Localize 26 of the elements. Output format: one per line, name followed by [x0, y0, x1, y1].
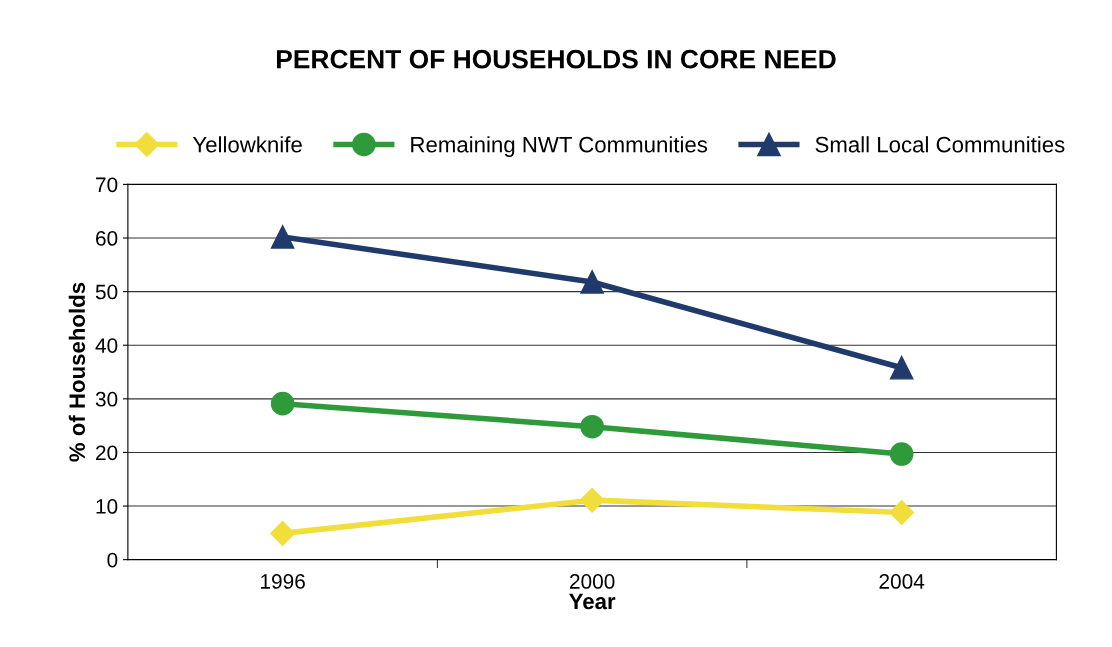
- point: [270, 520, 296, 546]
- x-tick-label: 2004: [879, 574, 925, 589]
- x-axis-title: Year: [569, 593, 616, 610]
- y-tick-label: 10: [96, 499, 118, 514]
- point: [270, 225, 295, 249]
- point: [579, 487, 605, 513]
- y-axis-title: % of Households: [68, 282, 86, 462]
- y-tick-label: 30: [95, 391, 118, 407]
- legend-label: Small Local Communities: [815, 136, 1065, 153]
- x-tick-label: 1996: [261, 574, 305, 589]
- point: [889, 499, 915, 525]
- y-tick-label: 60: [96, 231, 118, 246]
- point: [580, 414, 604, 439]
- point: [580, 270, 604, 294]
- x-tick-label: 2000: [570, 574, 615, 589]
- point: [270, 391, 295, 416]
- chart-title: PERCENT OF HOUSEHOLDS IN CORE NEED: [276, 49, 836, 69]
- y-tick-label: 50: [95, 284, 118, 300]
- y-tick-label: 20: [96, 445, 118, 461]
- legend-label: Yellowknife: [192, 136, 302, 153]
- point: [889, 355, 914, 380]
- legend-label: Remaining NWT Communities: [411, 136, 708, 157]
- y-tick-label: 0: [107, 552, 118, 568]
- y-tick-label: 40: [95, 338, 118, 353]
- y-tick-label: 70: [96, 177, 118, 193]
- point: [889, 442, 914, 466]
